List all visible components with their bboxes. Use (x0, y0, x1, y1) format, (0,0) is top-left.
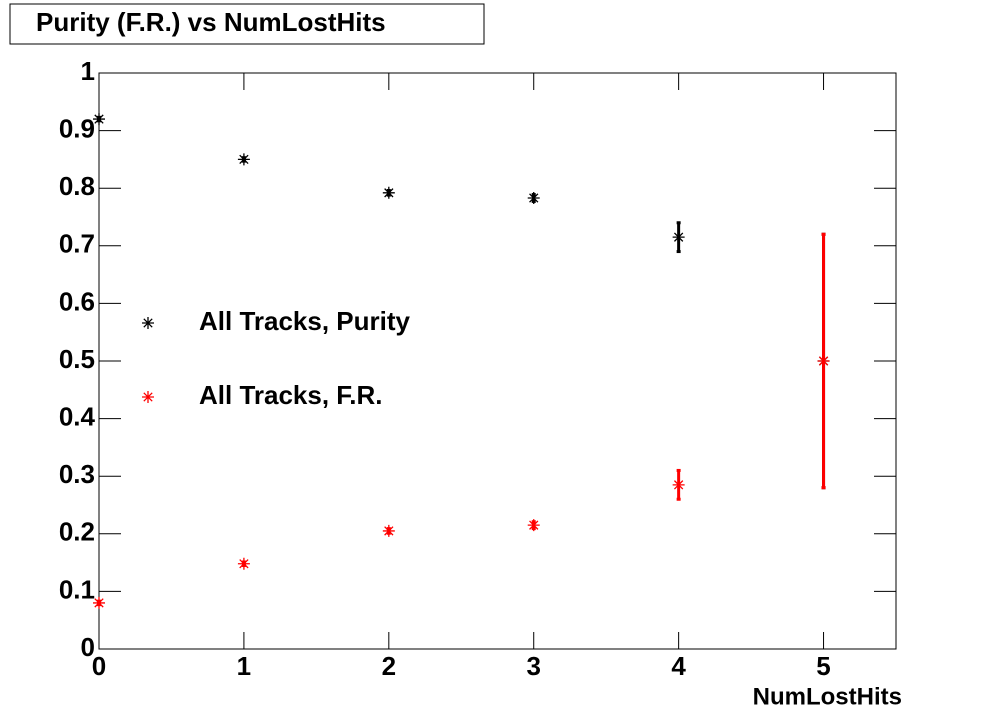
marker (527, 191, 540, 204)
marker (672, 478, 685, 491)
y-tick-label: 0.1 (59, 574, 95, 604)
marker (382, 524, 395, 537)
y-tick-label: 0.2 (59, 517, 95, 547)
marker (817, 355, 830, 367)
marker (237, 557, 250, 570)
x-tick-label: 4 (671, 651, 686, 681)
legend-marker (142, 391, 154, 403)
legend-marker (142, 317, 154, 329)
y-tick-label: 0.6 (59, 286, 95, 316)
marker (93, 596, 105, 609)
y-tick-label: 0.4 (59, 401, 96, 431)
legend-label: All Tracks, Purity (199, 306, 411, 336)
y-tick-label: 0.7 (59, 229, 95, 259)
y-tick-label: 0.5 (59, 344, 95, 374)
y-tick-label: 0.9 (59, 113, 95, 143)
legend-label: All Tracks, F.R. (199, 380, 383, 410)
x-tick-label: 3 (526, 651, 540, 681)
x-tick-label: 0 (92, 651, 106, 681)
y-tick-label: 0 (81, 632, 95, 662)
marker (527, 519, 540, 532)
y-tick-label: 0.3 (59, 459, 95, 489)
marker (672, 231, 685, 244)
chart-title: Purity (F.R.) vs NumLostHits (36, 7, 386, 37)
marker (237, 153, 250, 166)
y-tick-label: 1 (81, 56, 95, 86)
x-tick-label: 1 (237, 651, 251, 681)
x-tick-label: 2 (382, 651, 396, 681)
title-box (9, 3, 485, 45)
y-tick-label: 0.8 (59, 171, 95, 201)
x-tick-label: 5 (816, 651, 830, 681)
marker (93, 113, 105, 126)
x-axis-label: NumLostHits (753, 683, 902, 710)
marker (382, 186, 395, 199)
